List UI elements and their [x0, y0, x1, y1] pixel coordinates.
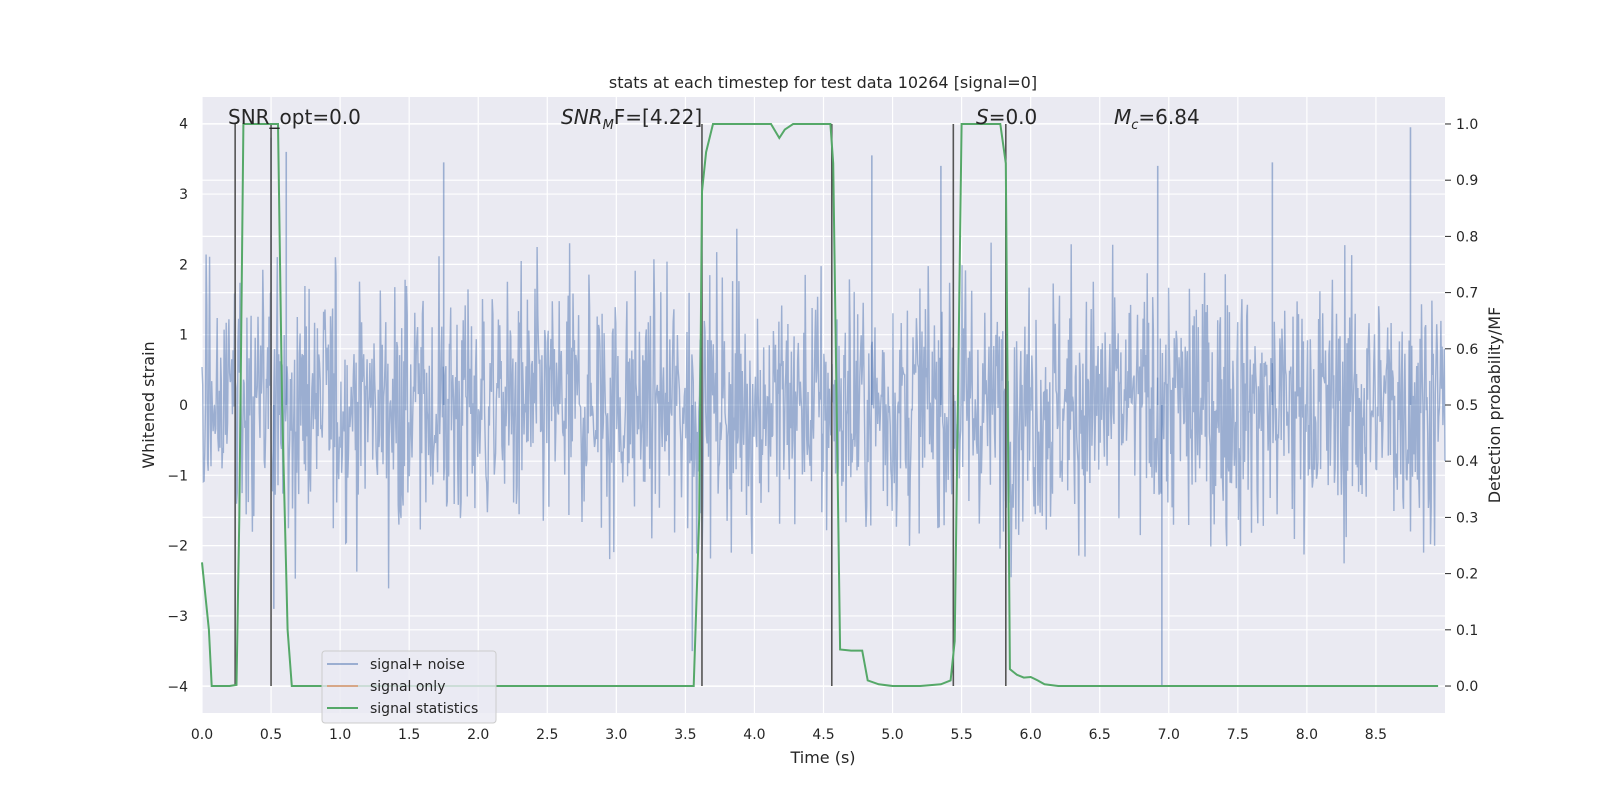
y-left-tick-label: 3	[179, 187, 188, 203]
signal-statistics-series	[201, 123, 1439, 687]
x-tick-label: 0.0	[191, 727, 213, 743]
legend-box	[321, 650, 497, 724]
y-left-axis-label: Whitened strain	[139, 341, 158, 468]
y-right-tick-label: 0.0	[1456, 679, 1478, 695]
y-right-tick-label: 0.7	[1456, 286, 1478, 302]
y-left-tick-labels: 4 3 2 1 0 −1 −2 −3 −4	[167, 117, 188, 696]
y-right-tick-label: 0.3	[1456, 510, 1478, 526]
y-right-tick-label: 0.6	[1456, 342, 1478, 358]
y-right-tick-label: 0.8	[1456, 229, 1478, 245]
y-right-tick-label: 1.0	[1456, 117, 1478, 133]
x-tick-label: 2.0	[467, 727, 489, 743]
annotation-mc: Mc=6.84	[1114, 105, 1200, 133]
x-tick-label: 3.5	[674, 727, 696, 743]
x-tick-label: 7.5	[1227, 727, 1249, 743]
y-right-tick-labels: 1.0 0.9 0.8 0.7 0.6 0.5 0.4 0.3 0.2 0.1 0.0	[1445, 117, 1478, 695]
y-left-tick-label: −1	[167, 468, 188, 484]
x-tick-label: 4.5	[812, 727, 834, 743]
x-tick-label: 5.0	[881, 727, 903, 743]
legend-label-noise: signal+ noise	[370, 657, 465, 673]
y-right-axis-label: Detection probability/MF	[1485, 307, 1504, 504]
y-left-tick-label: −3	[167, 609, 188, 625]
x-tick-label: 8.0	[1296, 727, 1318, 743]
x-tick-label: 5.5	[950, 727, 972, 743]
y-left-tick-label: 1	[179, 328, 188, 344]
x-tick-label: 1.0	[329, 727, 351, 743]
signal-noise-series	[201, 127, 1446, 687]
x-axis-label: Time (s)	[789, 748, 855, 767]
x-tick-label: 1.5	[398, 727, 420, 743]
noise-trace	[201, 228, 1446, 589]
y-left-tick-label: −2	[167, 539, 188, 555]
x-tick-label: 0.5	[260, 727, 282, 743]
x-tick-label: 6.5	[1089, 727, 1111, 743]
chart-title: stats at each timestep for test data 102…	[609, 73, 1037, 92]
x-tick-label: 4.0	[743, 727, 765, 743]
x-tick-label: 3.0	[605, 727, 627, 743]
legend: signal+ noise signal only signal statist…	[321, 650, 497, 724]
x-tick-label: 7.0	[1158, 727, 1180, 743]
annotation-s: S=0.0	[976, 105, 1037, 129]
y-right-tick-label: 0.5	[1456, 398, 1478, 414]
annotation-snr-mf: SNRMF=[4.22]	[561, 105, 702, 133]
x-tick-labels: 0.0 0.5 1.0 1.5 2.0 2.5 3.0 3.5 4.0 4.5 5.0 5.5 6.0 6…	[191, 727, 1387, 743]
legend-label-stats: signal statistics	[370, 701, 478, 717]
annotation-snr-opt: SNR_opt=0.0	[228, 105, 361, 129]
y-right-tick-label: 0.1	[1456, 623, 1478, 639]
y-right-tick-label: 0.9	[1456, 173, 1478, 189]
x-tick-label: 8.5	[1365, 727, 1387, 743]
statistics-line	[201, 123, 1439, 687]
x-tick-label: 6.0	[1020, 727, 1042, 743]
y-left-tick-label: −4	[167, 679, 188, 695]
y-left-tick-label: 2	[179, 257, 188, 273]
x-tick-label: 2.5	[536, 727, 558, 743]
y-right-tick-label: 0.4	[1456, 454, 1478, 470]
legend-label-signal: signal only	[370, 679, 445, 695]
y-left-tick-label: 4	[179, 117, 188, 133]
y-left-tick-label: 0	[179, 398, 188, 414]
y-right-tick-label: 0.2	[1456, 567, 1478, 583]
